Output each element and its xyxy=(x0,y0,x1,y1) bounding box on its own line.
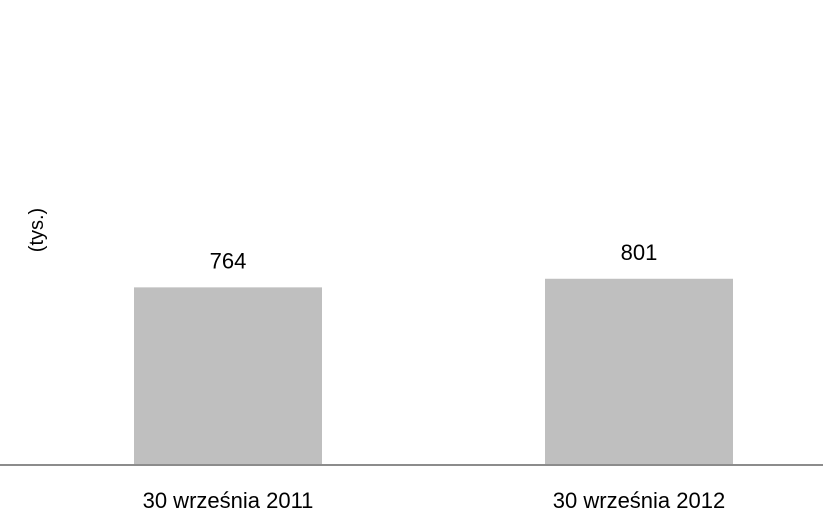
data-labels-group: 764 801 xyxy=(210,240,658,274)
x-tick-label-2: 30 września 2012 xyxy=(553,488,725,513)
bars-group xyxy=(134,278,733,465)
y-axis-label: (tys.) xyxy=(26,208,48,252)
x-tick-label-1: 30 września 2011 xyxy=(143,488,314,513)
data-label-2: 801 xyxy=(621,240,658,265)
data-label-1: 764 xyxy=(210,248,247,273)
bar-2 xyxy=(545,278,733,465)
tick-labels-group: 30 września 2011 30 września 2012 xyxy=(143,488,726,513)
bar-1 xyxy=(134,287,322,465)
